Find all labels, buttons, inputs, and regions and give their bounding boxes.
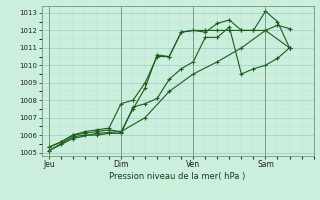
X-axis label: Pression niveau de la mer( hPa ): Pression niveau de la mer( hPa ) xyxy=(109,172,246,181)
